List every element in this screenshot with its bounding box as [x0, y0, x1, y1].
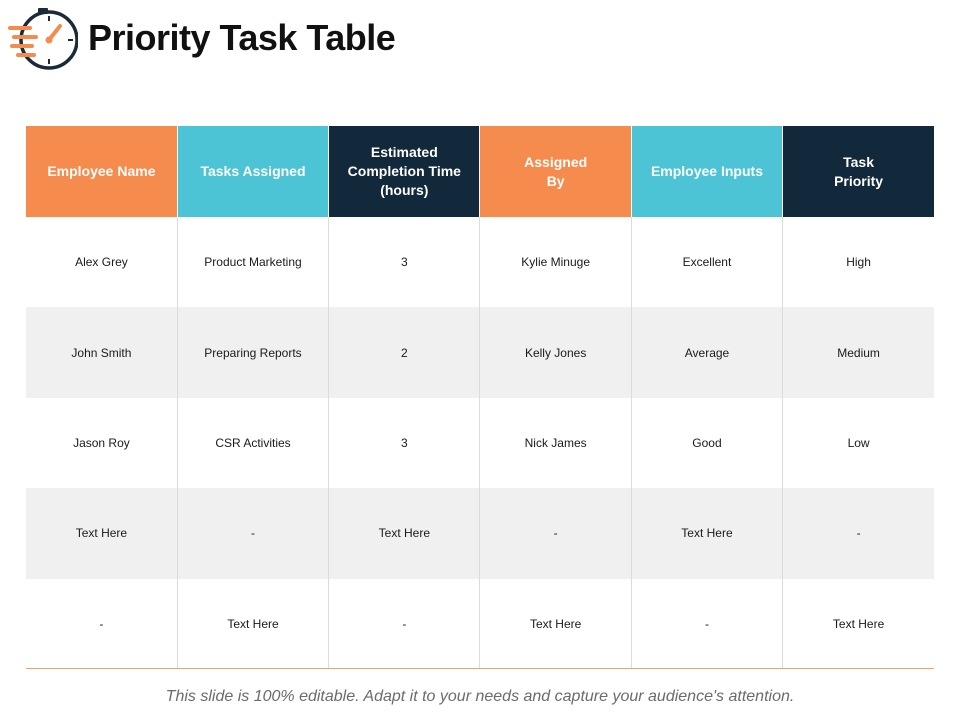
table-header-row: Employee Name Tasks Assigned Estimated C…: [26, 126, 934, 217]
table-cell: Text Here: [479, 578, 632, 670]
table-cell: Kylie Minuge: [479, 217, 632, 308]
table-cell: John Smith: [26, 307, 178, 398]
table-cell: Text Here: [631, 488, 784, 579]
table-cell: Text Here: [177, 578, 330, 670]
footer-note: This slide is 100% editable. Adapt it to…: [165, 688, 795, 705]
table-cell: Good: [631, 397, 784, 489]
table-cell: Excellent: [631, 217, 784, 308]
table-cell: Product Marketing: [177, 217, 330, 308]
table-cell: 3: [328, 217, 481, 308]
table-cell: -: [26, 578, 178, 670]
table-cell: 3: [328, 397, 481, 489]
table-row: Alex Grey Product Marketing 3 Kylie Minu…: [26, 217, 934, 308]
table-cell: Text Here: [328, 488, 481, 579]
table-cell: Alex Grey: [26, 217, 178, 308]
table-row: Text Here - Text Here - Text Here -: [26, 488, 934, 579]
header-employee-inputs: Employee Inputs: [631, 126, 784, 217]
header-estimated-completion-time: Estimated Completion Time (hours): [328, 126, 481, 217]
table-cell: Text Here: [26, 488, 178, 579]
table-cell: High: [846, 255, 871, 270]
table-cell: Preparing Reports: [177, 307, 330, 398]
header-assigned-by: Assigned By: [479, 126, 632, 217]
table-cell: -: [328, 578, 481, 670]
table-cell: Medium: [782, 307, 934, 398]
table-cell: -: [479, 488, 632, 579]
table-cell: 2: [328, 307, 481, 398]
stopwatch-speed-icon: [8, 6, 79, 72]
table-cell: -: [177, 488, 330, 579]
table-cell: -: [782, 488, 934, 579]
page-title: Priority Task Table: [88, 17, 396, 58]
table-cell: Kelly Jones: [479, 307, 632, 398]
table-cell: CSR Activities: [177, 397, 330, 489]
header-task-priority: Task Priority: [782, 126, 934, 217]
table-cell: Nick James: [479, 397, 632, 489]
header-employee-name: Employee Name: [26, 126, 178, 217]
table-cell: Average: [631, 307, 784, 398]
table-cell: -: [631, 578, 784, 670]
header-tasks-assigned: Tasks Assigned: [177, 126, 330, 217]
priority-task-table: Employee Name Tasks Assigned Estimated C…: [26, 126, 934, 670]
table-cell: Low: [847, 435, 870, 450]
table-cell: Jason Roy: [26, 397, 178, 489]
table-row: John Smith Preparing Reports 2 Kelly Jon…: [26, 307, 934, 398]
table-row: - Text Here - Text Here - Text Here: [26, 578, 934, 670]
table-row: Jason Roy CSR Activities 3 Nick James Go…: [26, 397, 934, 489]
table-cell: Text Here: [782, 578, 934, 670]
